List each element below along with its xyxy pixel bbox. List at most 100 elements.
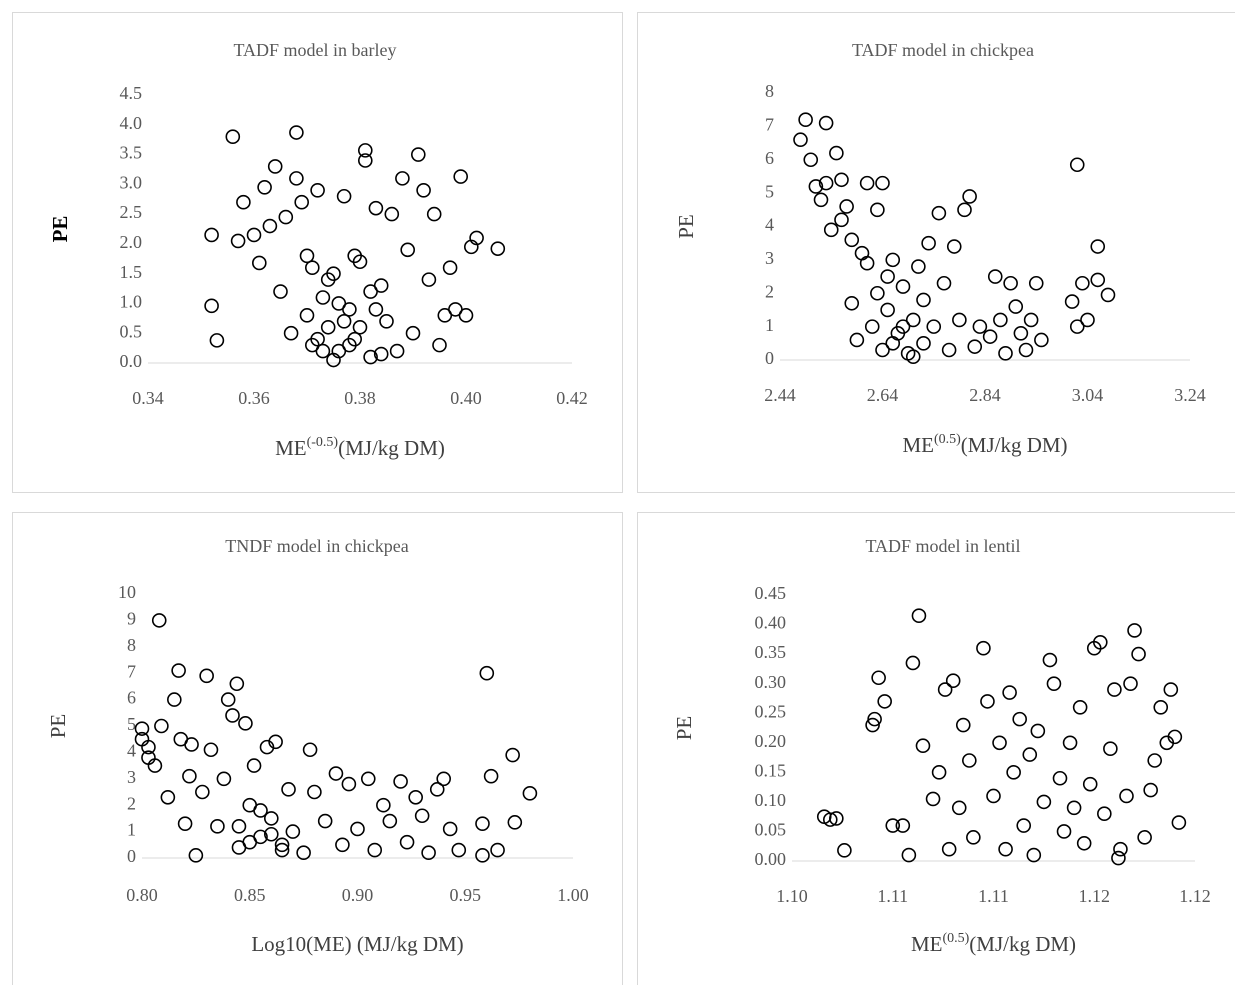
data-point <box>220 692 236 707</box>
data-point <box>395 171 410 186</box>
y-axis-label: PE <box>674 214 698 239</box>
y-tick-label: 9 <box>127 609 136 629</box>
data-point <box>993 312 1008 328</box>
data-point <box>268 734 283 750</box>
data-point <box>1143 782 1158 798</box>
x-tick-label: 2.64 <box>867 385 899 405</box>
x-tick-label: 0.40 <box>450 388 482 408</box>
data-point <box>442 260 458 276</box>
data-point <box>966 830 981 845</box>
data-point <box>1097 806 1112 822</box>
y-tick-label: 0.30 <box>755 672 787 692</box>
y-tick-label: 1.0 <box>120 292 143 312</box>
x-tick-label: 0.90 <box>342 885 374 905</box>
y-tick-label: 0.25 <box>755 701 787 721</box>
data-point <box>839 199 854 214</box>
data-point <box>880 269 895 284</box>
data-point <box>1127 623 1142 638</box>
data-point <box>859 175 875 191</box>
data-point <box>986 788 1001 804</box>
y-tick-label: 4 <box>127 741 136 761</box>
data-point <box>310 182 325 198</box>
x-axis-label-part: ME <box>902 433 934 457</box>
y-tick-label: 0.20 <box>755 731 787 751</box>
x-axis-label: ME(-0.5)(MJ/kg DM) <box>275 435 445 460</box>
data-point <box>368 302 384 317</box>
data-point <box>204 298 219 314</box>
x-axis-label-part: (MJ/kg DM) <box>969 932 1076 956</box>
y-tick-label: 3.5 <box>120 143 143 163</box>
data-point <box>1030 723 1046 739</box>
data-point <box>829 145 844 161</box>
x-axis-label-part: (-0.5) <box>307 435 339 450</box>
data-point <box>307 784 322 800</box>
data-point <box>335 837 350 853</box>
y-tick-label: 5 <box>127 714 136 734</box>
data-point <box>962 189 977 204</box>
y-axis-label: PE <box>672 716 696 741</box>
y-tick-label: 5 <box>765 181 774 201</box>
y-tick-label: 0.00 <box>755 849 787 869</box>
data-point <box>854 245 870 261</box>
data-point <box>1111 850 1126 866</box>
data-point <box>915 738 931 754</box>
data-point <box>844 295 860 311</box>
data-point <box>151 613 167 628</box>
x-axis-label: ME(0.5)(MJ/kg DM) <box>902 432 1067 457</box>
data-point <box>946 239 962 254</box>
data-point <box>225 129 241 144</box>
data-point <box>210 819 225 834</box>
x-tick-label: 1.12 <box>1079 886 1111 906</box>
y-tick-label: 0.15 <box>755 760 787 780</box>
data-point <box>1076 835 1092 851</box>
data-point <box>299 308 315 323</box>
data-point <box>167 692 182 707</box>
data-point <box>199 668 214 684</box>
data-point <box>442 821 458 837</box>
data-point <box>257 180 272 195</box>
data-point <box>315 290 331 305</box>
data-point <box>1080 312 1095 328</box>
data-point <box>911 259 926 274</box>
data-point <box>818 115 834 131</box>
data-point <box>246 227 262 243</box>
chart-title: TADF model in chickpea <box>852 40 1034 60</box>
data-point <box>1062 735 1078 751</box>
data-point <box>905 349 921 364</box>
data-point <box>844 232 860 248</box>
data-point <box>367 842 383 858</box>
data-point <box>1075 275 1090 291</box>
data-point <box>253 803 268 818</box>
data-point <box>1018 342 1034 358</box>
data-point <box>859 255 875 271</box>
chart-title: TADF model in barley <box>233 40 396 60</box>
data-point <box>941 841 957 857</box>
data-point <box>1113 841 1128 857</box>
data-point <box>225 708 240 723</box>
data-point <box>238 716 253 731</box>
data-point <box>507 815 523 830</box>
chart-title: TNDF model in chickpea <box>225 536 408 556</box>
data-point <box>1003 275 1018 291</box>
x-axis-label-part: (0.5) <box>934 432 961 447</box>
data-point <box>992 735 1007 751</box>
data-point <box>1008 299 1024 314</box>
x-tick-label: 1.10 <box>776 886 808 906</box>
data-point <box>1131 646 1146 662</box>
y-tick-label: 0.45 <box>755 583 787 603</box>
x-axis-label-part: ME <box>275 436 307 460</box>
data-point <box>793 132 808 148</box>
data-point <box>987 269 1003 284</box>
data-point <box>357 153 373 168</box>
data-point <box>299 248 315 264</box>
data-point <box>421 845 436 861</box>
data-point <box>931 765 947 780</box>
y-tick-label: 0.05 <box>755 820 787 840</box>
x-tick-label: 1.12 <box>1179 886 1211 906</box>
data-point <box>1064 294 1080 309</box>
x-axis-label-part: ME <box>911 932 943 956</box>
data-point <box>936 275 952 291</box>
data-point <box>1171 815 1187 830</box>
y-tick-label: 2 <box>127 793 136 813</box>
